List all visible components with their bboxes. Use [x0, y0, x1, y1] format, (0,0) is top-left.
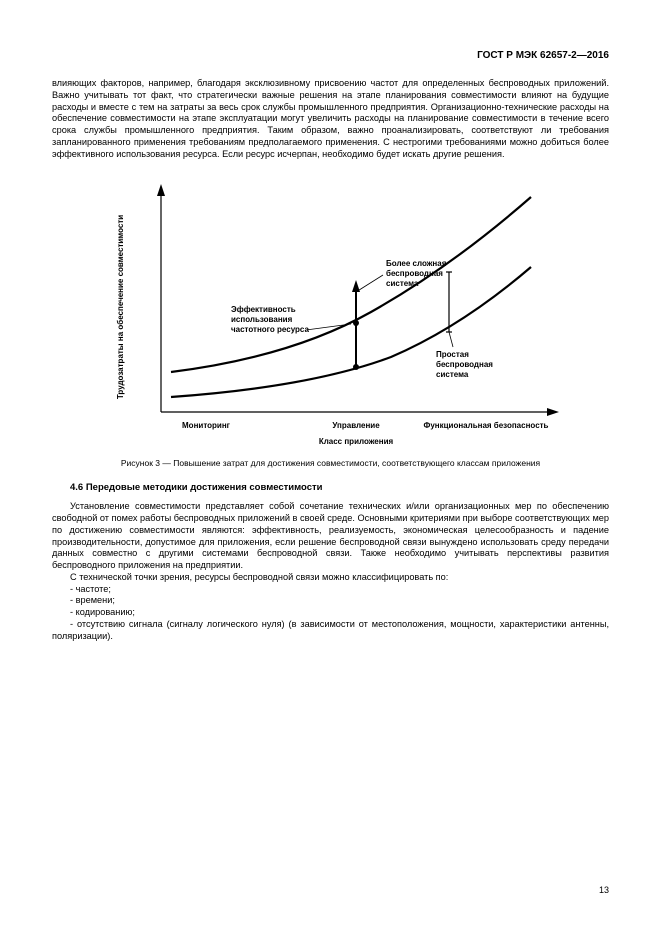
list-item: - кодированию;	[52, 607, 609, 619]
left-annotation-2: использования	[231, 315, 293, 324]
paragraph-text: С технической точки зрения, ресурсы бесп…	[52, 572, 609, 584]
list-item: - частоте;	[52, 584, 609, 596]
axes	[157, 184, 559, 416]
paragraph-text: Установление совместимости представляет …	[52, 501, 609, 572]
chart-svg: Трудозатраты на обеспечение совместимост…	[91, 172, 571, 452]
lower-curve-label-3: система	[436, 370, 469, 379]
lower-curve-label-1: Простая	[436, 350, 469, 359]
x-tick-0: Мониторинг	[182, 421, 231, 430]
lower-curve-label-group: Простая беспроводная система	[436, 332, 493, 379]
y-axis-label: Трудозатраты на обеспечение совместимост…	[116, 215, 125, 399]
list-item: - времени;	[52, 595, 609, 607]
figure-caption: Рисунок 3 — Повышение затрат для достиже…	[52, 458, 609, 468]
figure-3: Трудозатраты на обеспечение совместимост…	[52, 172, 609, 468]
center-arrow	[352, 280, 360, 370]
upper-curve-label-3: система	[386, 279, 419, 288]
list-item: - отсутствию сигнала (сигналу логическог…	[52, 619, 609, 643]
upper-curve-label-1: Более сложная	[386, 259, 447, 268]
upper-curve-label-group: Более сложная беспроводная система	[356, 259, 447, 292]
body-paragraph-1: влияющих факторов, например, благодаря э…	[52, 78, 609, 160]
lower-curve	[171, 267, 531, 397]
paragraph-text: влияющих факторов, например, благодаря э…	[52, 78, 609, 160]
document-page: ГОСТ Р МЭК 62657-2—2016 влияющих факторо…	[0, 0, 661, 935]
x-tick-2: Функциональная безопасность	[423, 421, 548, 430]
section-4-6-title: 4.6 Передовые методики достижения совмес…	[52, 482, 609, 493]
lower-curve-label-2: беспроводная	[436, 360, 493, 369]
left-annotation-1: Эффективность	[231, 305, 296, 314]
x-axis-label: Класс приложения	[318, 437, 393, 446]
x-tick-1: Управление	[332, 421, 380, 430]
left-annotation-3: частотного ресурса	[231, 325, 309, 334]
upper-curve-label-2: беспроводная	[386, 269, 443, 278]
upper-curve	[171, 197, 531, 372]
right-gap-marker	[446, 272, 452, 332]
page-number: 13	[599, 885, 609, 895]
document-id: ГОСТ Р МЭК 62657-2—2016	[477, 50, 609, 61]
body-paragraph-2: Установление совместимости представляет …	[52, 501, 609, 642]
